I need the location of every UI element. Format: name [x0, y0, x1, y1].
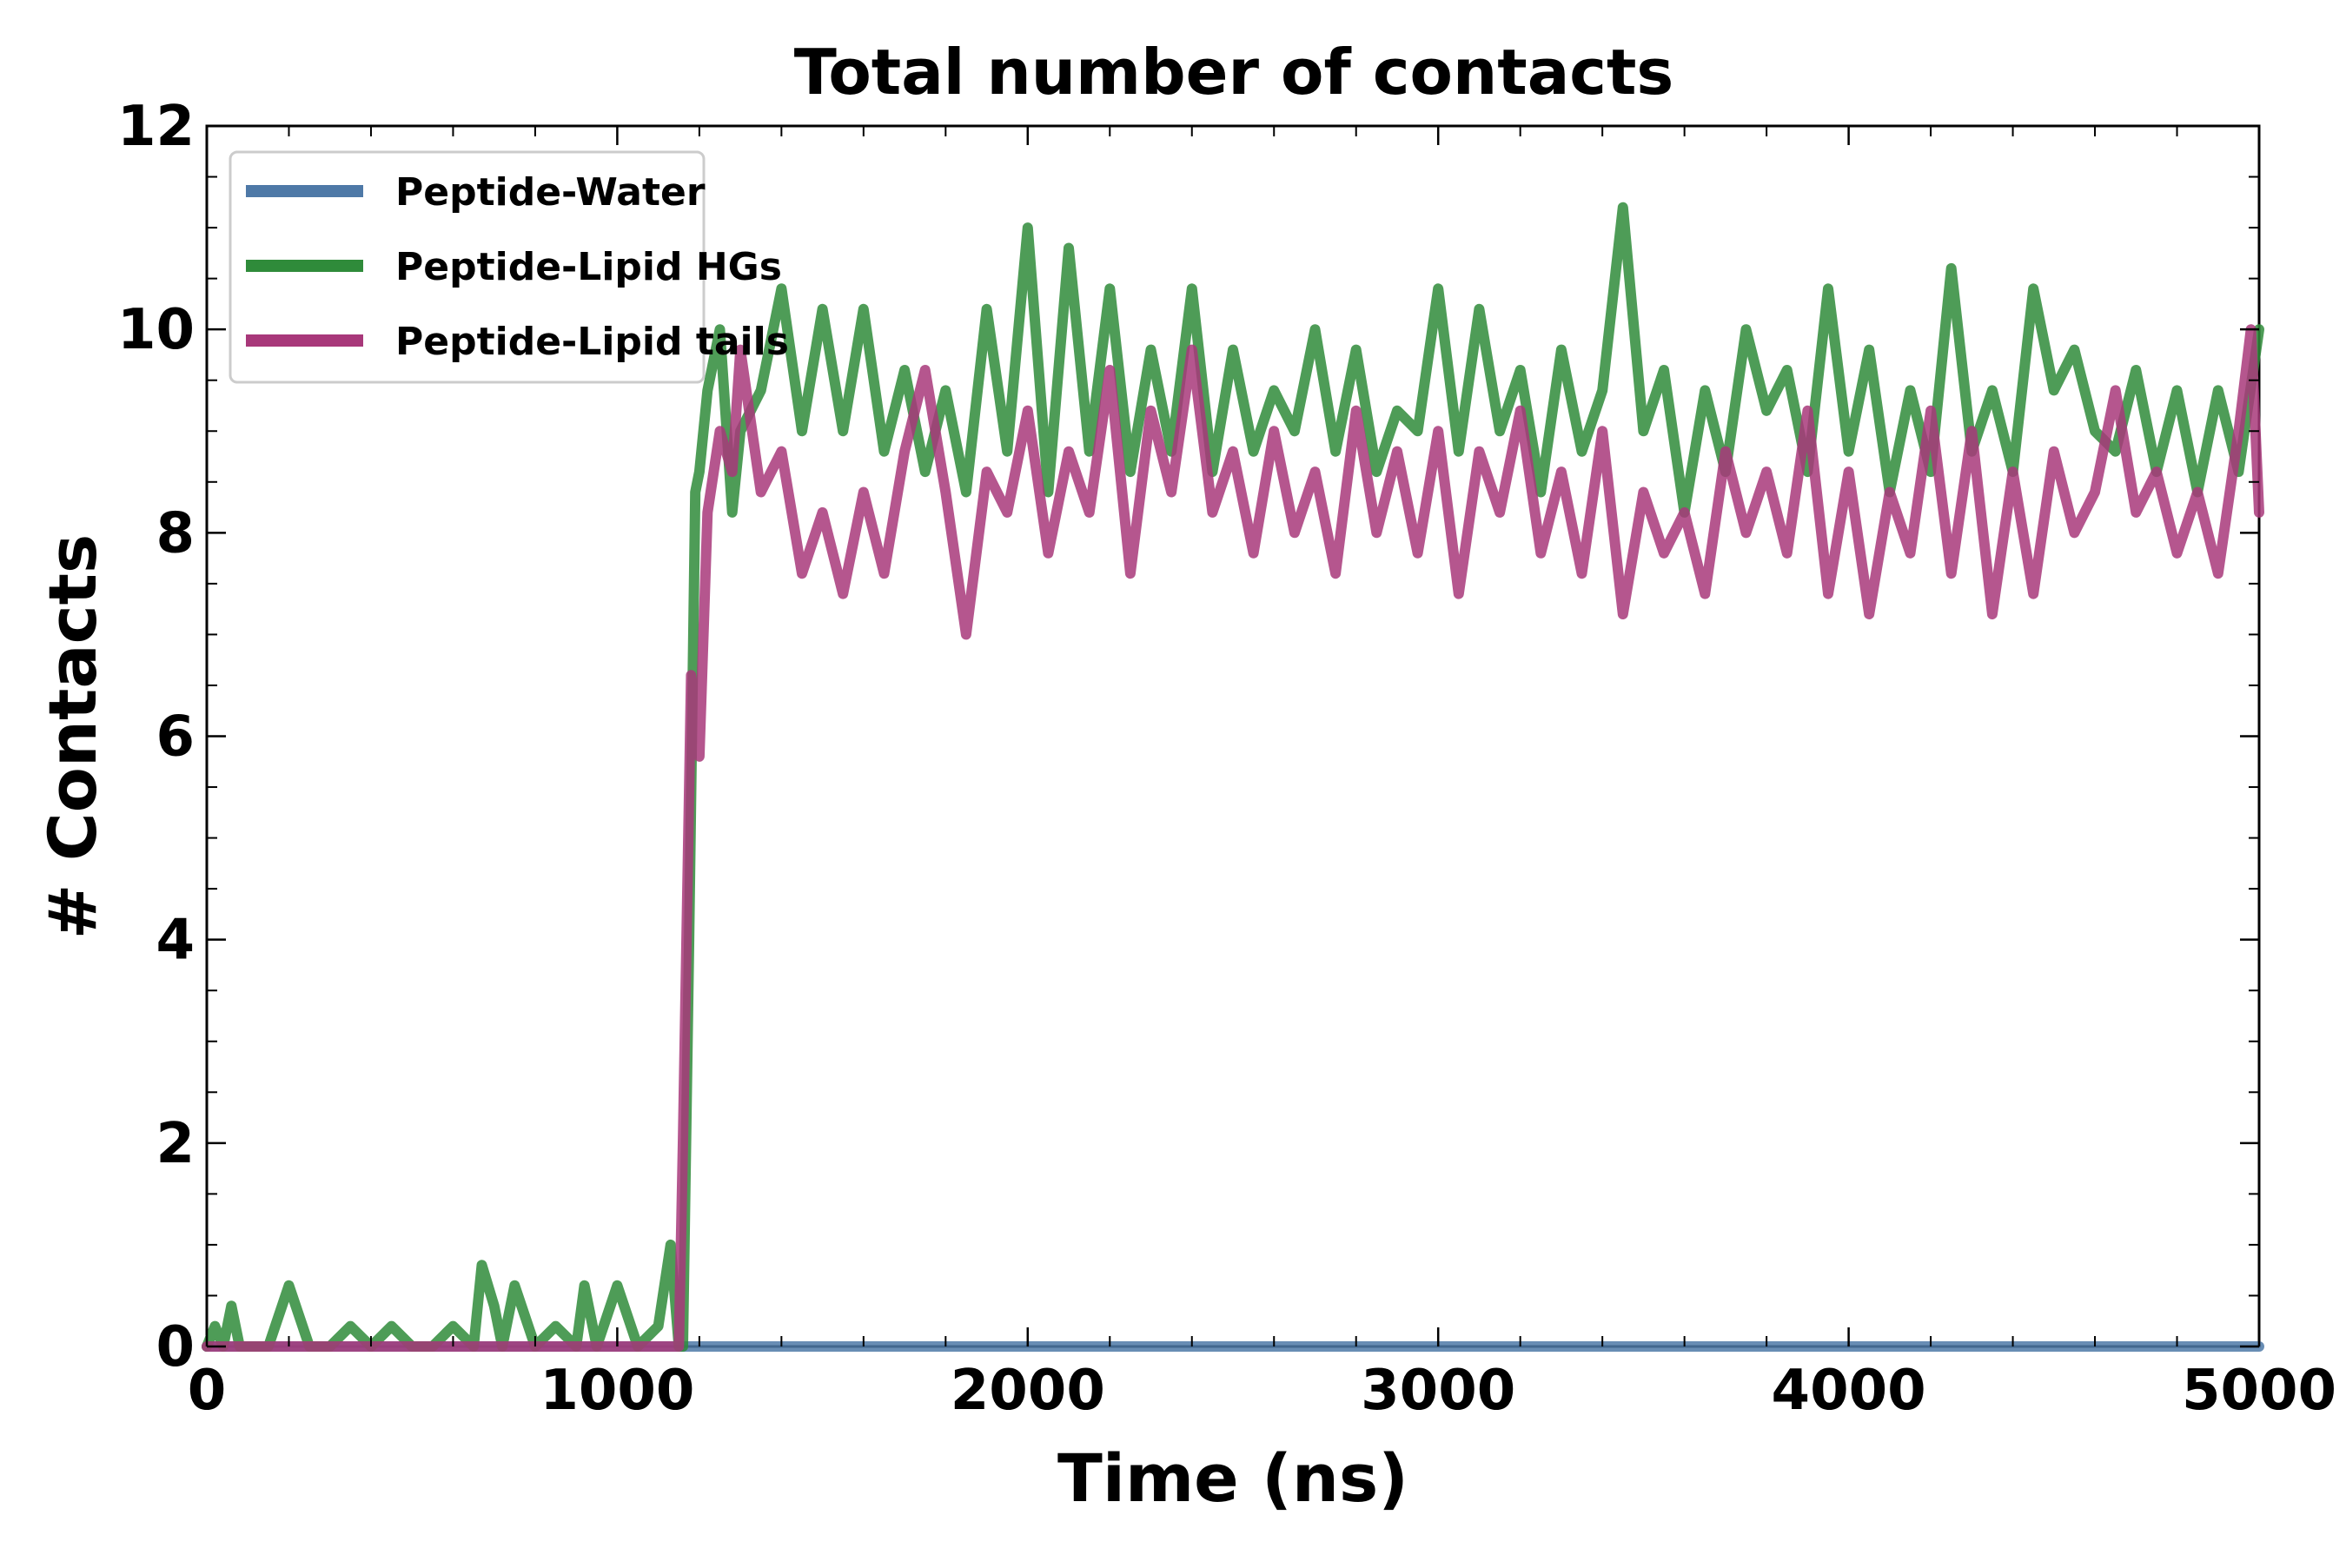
y-tick-label: 2	[156, 1112, 195, 1176]
y-tick-label: 12	[117, 95, 195, 159]
y-tick-label: 0	[156, 1315, 195, 1379]
y-tick-label: 6	[156, 705, 195, 770]
y-axis-label: # Contacts	[34, 534, 111, 939]
legend-label: Peptide-Lipid tails	[395, 320, 789, 364]
legend-label: Peptide-Water	[395, 170, 706, 215]
x-tick-label: 4000	[1772, 1359, 1926, 1423]
x-axis-label: Time (ns)	[1057, 1439, 1408, 1517]
chart-title: Total number of contacts	[794, 36, 1673, 109]
y-tick-label: 10	[117, 298, 195, 362]
legend: Peptide-Water Peptide-Lipid HGs Peptide-Li…	[230, 152, 789, 382]
x-tick-label: 3000	[1361, 1359, 1515, 1423]
x-tick-label: 2000	[951, 1359, 1105, 1423]
y-tick-label: 4	[156, 909, 195, 973]
y-tick-label: 8	[156, 501, 195, 566]
legend-label: Peptide-Lipid HGs	[395, 245, 782, 289]
x-tick-label: 5000	[2182, 1359, 2336, 1423]
x-tick-label: 1000	[540, 1359, 694, 1423]
